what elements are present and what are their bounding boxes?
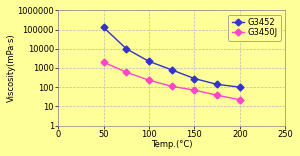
G3450J: [193, 89, 196, 91]
G3450J: [238, 99, 242, 101]
G3452: [238, 86, 242, 88]
G3450J: [102, 61, 105, 63]
G3452: [147, 61, 151, 62]
G3452: [124, 48, 128, 50]
Line: G3450J: G3450J: [101, 60, 242, 102]
G3452: [193, 78, 196, 80]
G3450J: [170, 85, 173, 87]
Y-axis label: Viscosity(mPa·s): Viscosity(mPa·s): [7, 34, 16, 102]
X-axis label: Temp.(°C): Temp.(°C): [151, 140, 193, 149]
Legend: G3452, G3450J: G3452, G3450J: [228, 15, 281, 41]
Line: G3452: G3452: [101, 25, 242, 90]
G3450J: [215, 94, 219, 96]
G3452: [215, 83, 219, 85]
G3450J: [147, 79, 151, 81]
G3452: [170, 69, 173, 71]
G3452: [102, 27, 105, 28]
G3450J: [124, 71, 128, 73]
